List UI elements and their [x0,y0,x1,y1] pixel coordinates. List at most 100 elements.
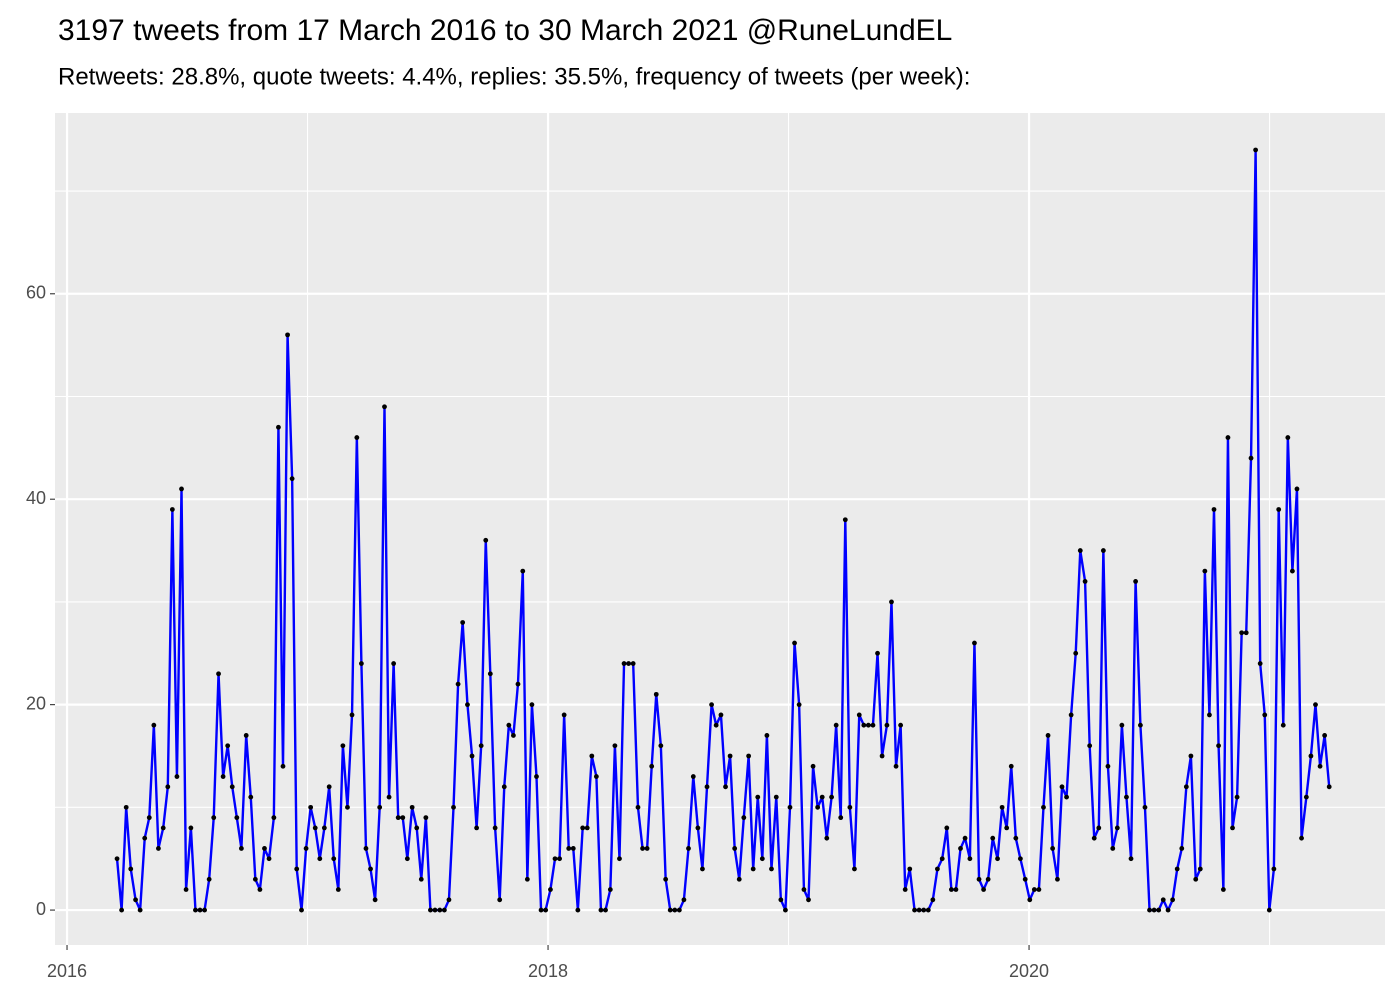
data-point [663,876,669,882]
data-point [363,846,369,851]
data-point [953,887,959,892]
data-point [548,887,553,892]
data-point [824,835,830,841]
y-tick-label: 60 [26,283,46,303]
data-point [1059,784,1065,790]
data-point [335,887,341,892]
data-point [1280,722,1286,728]
data-point [815,804,821,810]
data-point [262,846,267,851]
data-point [1193,876,1199,882]
data-point [400,815,406,821]
data-point [1156,907,1162,913]
data-point [607,887,613,892]
data-point [653,691,659,697]
data-point [183,887,189,892]
data-point [520,568,526,574]
data-point [746,753,752,759]
data-point [114,856,120,862]
data-point [1160,897,1166,903]
data-point [930,897,936,903]
data-point [225,743,231,749]
data-point [1266,907,1272,913]
data-point [511,733,516,738]
data-point [842,517,848,523]
data-point [160,825,166,831]
data-point [280,763,286,769]
data-point [165,784,171,790]
data-point [764,733,770,738]
data-point [372,897,378,903]
data-point [515,681,521,687]
x-tick-label: 2018 [528,961,568,981]
data-point [1225,435,1231,440]
data-point [1183,784,1189,790]
data-point [995,856,1000,862]
data-point [1036,887,1042,892]
data-point [1151,907,1157,913]
data-point [1165,907,1171,913]
data-point [1303,794,1309,800]
data-point [206,876,212,882]
data-point [1179,846,1185,851]
data-point [972,640,977,646]
data-point [1276,507,1282,512]
data-point [769,866,774,872]
data-point [1100,548,1106,553]
data-point [875,650,880,656]
data-point [1077,548,1083,553]
data-point [557,856,562,862]
data-point [326,784,332,790]
data-point [294,866,300,872]
y-tick-label: 40 [26,488,46,508]
data-point [137,907,143,913]
data-point [723,784,728,790]
data-point [570,846,576,851]
data-point [1050,846,1056,851]
data-point [676,907,682,913]
data-point [1027,897,1033,903]
data-point [317,856,323,862]
data-point [750,866,756,872]
data-point [1220,887,1226,892]
data-point [787,804,793,810]
data-point [243,733,249,738]
data-point [847,804,853,810]
data-point [736,876,742,882]
data-point [1207,712,1212,718]
data-point [626,661,632,666]
data-point [658,743,664,749]
data-point [1239,630,1245,636]
data-point [418,876,424,882]
data-point [1055,876,1060,882]
data-point [1253,147,1259,153]
data-point [999,804,1005,810]
data-point [948,887,954,892]
data-point [229,784,235,790]
data-point [1022,876,1028,882]
data-point [1285,435,1291,440]
data-point [271,815,277,821]
data-point [584,825,590,831]
data-point [211,815,217,821]
data-point [598,907,604,913]
data-point [1317,763,1323,769]
data-point [635,804,641,810]
data-point [1147,907,1152,913]
data-point [939,856,945,862]
data-point [686,846,691,851]
data-point [1326,784,1332,790]
data-point [391,661,397,666]
data-point [409,804,415,810]
data-point [884,722,890,728]
data-point [1174,866,1180,872]
data-point [990,835,996,841]
data-point [1133,578,1138,584]
chart-title: 3197 tweets from 17 March 2016 to 30 Mar… [58,14,952,47]
data-point [727,753,733,759]
data-point [382,404,387,410]
data-point [312,825,318,831]
data-point [958,846,963,851]
data-point [593,774,599,779]
